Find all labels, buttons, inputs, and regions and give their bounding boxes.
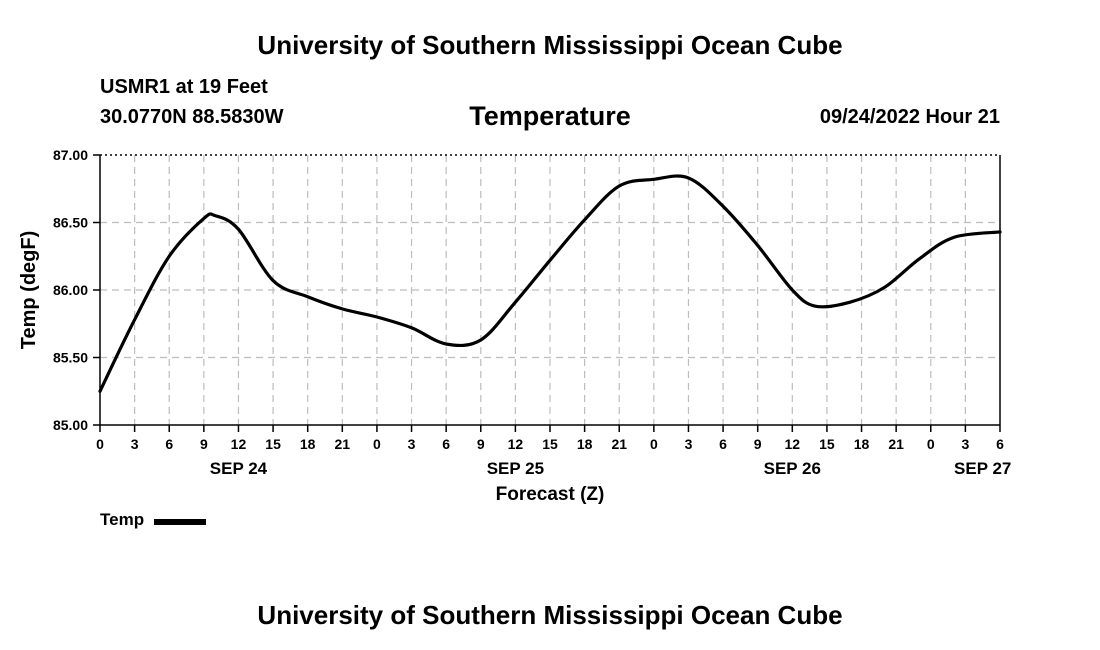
x-date-label: SEP 25 — [487, 459, 544, 478]
x-tick-label: 12 — [508, 436, 524, 452]
y-axis-title: Temp (degF) — [18, 231, 40, 350]
x-tick-label: 9 — [200, 436, 208, 452]
x-tick-label: 15 — [819, 436, 835, 452]
y-tick-label: 85.50 — [53, 350, 88, 366]
parameter-title: Temperature — [469, 101, 631, 131]
x-tick-label: 9 — [754, 436, 762, 452]
x-tick-label: 21 — [611, 436, 627, 452]
y-tick-label: 86.00 — [53, 282, 88, 298]
x-date-label: SEP 26 — [764, 459, 821, 478]
x-tick-label: 15 — [265, 436, 281, 452]
x-tick-label: 21 — [888, 436, 904, 452]
x-tick-label: 12 — [231, 436, 247, 452]
x-tick-label: 18 — [577, 436, 593, 452]
x-tick-label: 6 — [442, 436, 450, 452]
x-tick-label: 0 — [650, 436, 658, 452]
x-tick-label: 12 — [785, 436, 801, 452]
page-title: University of Southern Mississippi Ocean… — [257, 30, 843, 60]
x-tick-label: 0 — [96, 436, 104, 452]
y-tick-label: 87.00 — [53, 147, 88, 163]
x-tick-label: 6 — [165, 436, 173, 452]
coordinates-label: 30.0770N 88.5830W — [100, 106, 284, 128]
x-tick-label: 15 — [542, 436, 558, 452]
x-tick-label: 9 — [477, 436, 485, 452]
x-date-label: SEP 27 — [954, 459, 1011, 478]
series-line-temp — [98, 174, 1002, 393]
x-tick-label: 21 — [335, 436, 351, 452]
x-tick-label: 3 — [961, 436, 969, 452]
y-tick-label: 85.00 — [53, 417, 88, 433]
x-axis-title: Forecast (Z) — [496, 484, 605, 505]
x-tick-label: 0 — [373, 436, 381, 452]
x-tick-label: 6 — [719, 436, 727, 452]
datetime-label: 09/24/2022 Hour 21 — [819, 106, 1000, 128]
x-tick-label: 3 — [685, 436, 693, 452]
station-label: USMR1 at 19 Feet — [100, 76, 268, 98]
x-tick-label: 3 — [131, 436, 139, 452]
footer-title: University of Southern Mississippi Ocean… — [257, 600, 843, 630]
legend: Temp — [100, 510, 207, 530]
x-tick-label: 0 — [927, 436, 935, 452]
x-date-label: SEP 24 — [210, 459, 268, 478]
x-tick-label: 18 — [300, 436, 316, 452]
x-tick-label: 18 — [854, 436, 870, 452]
y-tick-label: 86.50 — [53, 215, 88, 231]
legend-line-swatch — [154, 518, 207, 525]
x-tick-label: 3 — [408, 436, 416, 452]
x-tick-label: 6 — [996, 436, 1004, 452]
legend-label: Temp — [100, 510, 145, 529]
